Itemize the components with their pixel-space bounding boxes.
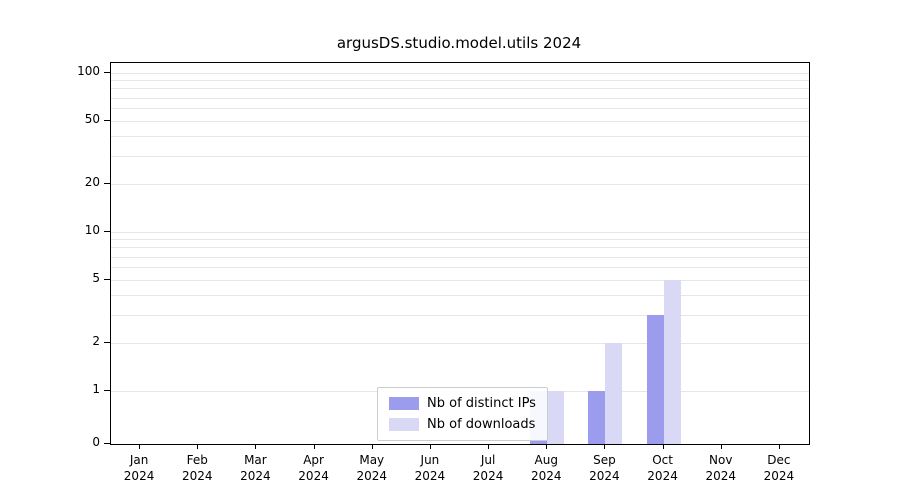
gridline [111,156,809,158]
gridline [111,184,809,186]
y-tick-mark [104,390,110,391]
x-tick-mark [371,444,373,449]
gridline [111,295,809,297]
y-tick-label: 20 [84,175,100,190]
legend-swatch-downloads [389,418,419,431]
gridline [111,88,809,90]
gridline [111,343,809,345]
x-tick-label: Nov 2024 [705,453,737,483]
x-tick-label: Jul 2024 [472,453,504,483]
x-tick-label: Jan 2024 [123,453,155,483]
y-tick-label: 2 [92,334,100,349]
x-tick-mark [313,444,315,449]
x-tick-mark [778,444,780,449]
x-tick-label: Apr 2024 [298,453,329,483]
x-tick-label: Dec 2024 [763,453,795,483]
x-tick-label: Sep 2024 [589,453,620,483]
y-tick-mark [104,72,110,73]
bar-downloads [605,343,623,444]
gridline [111,247,809,249]
y-tick-mark [104,443,110,444]
y-tick-mark [104,278,110,280]
x-tick-mark [604,444,606,449]
y-tick-label: 50 [84,111,100,126]
gridline [111,315,809,317]
legend-label-distinct-ips: Nb of distinct IPs [427,396,536,411]
gridline [111,239,809,241]
gridline [111,108,809,110]
gridline [111,279,809,281]
gridline [111,267,809,269]
y-tick-mark [104,342,110,344]
x-tick-mark [197,444,199,449]
y-tick-mark [104,231,110,232]
legend-entry-distinct-ips: Nb of distinct IPs [389,396,536,411]
bar-distinct-ips [588,391,606,444]
legend-swatch-distinct-ips [389,397,419,410]
y-tick-mark [104,119,110,121]
gridline [111,256,809,258]
gridline [111,97,809,99]
x-tick-label: Jun 2024 [414,453,446,483]
plot-area: Nb of distinct IPs Nb of downloads [110,62,810,445]
bar-distinct-ips [646,315,664,444]
x-tick-mark [488,444,490,449]
x-tick-mark [255,444,257,449]
legend: Nb of distinct IPs Nb of downloads [377,387,548,441]
y-tick-label: 1 [92,382,100,396]
x-tick-mark [546,444,548,449]
gridline [111,232,809,233]
y-tick-label: 100 [77,64,100,78]
y-tick-mark [104,183,110,185]
bar-downloads [547,391,565,444]
legend-entry-downloads: Nb of downloads [389,417,536,432]
y-tick-label: 0 [92,435,100,449]
y-tick-label: 5 [92,270,100,285]
gridline [111,120,809,122]
x-tick-label: Mar 2024 [240,453,271,483]
gridline [111,80,809,82]
x-tick-label: Feb 2024 [181,453,213,483]
x-tick-mark [662,444,664,449]
gridline [111,73,809,74]
chart-title: argusDS.studio.model.utils 2024 [336,34,582,52]
bar-downloads [663,279,681,444]
gridline [111,136,809,138]
legend-label-downloads: Nb of downloads [427,417,536,432]
y-tick-label: 10 [84,223,100,237]
x-tick-mark [429,444,431,449]
x-tick-label: Oct 2024 [647,453,678,483]
x-tick-mark [139,444,141,449]
x-tick-label: May 2024 [356,453,388,483]
x-tick-mark [720,444,722,449]
x-tick-label: Aug 2024 [530,453,562,483]
